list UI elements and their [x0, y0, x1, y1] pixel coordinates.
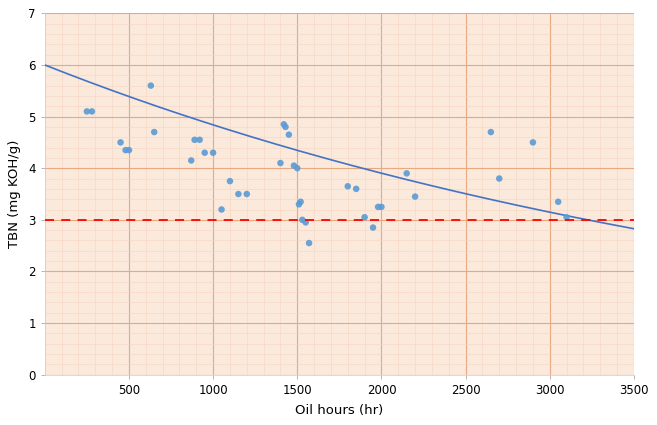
Point: [342, 183, 353, 190]
Point: [401, 170, 412, 177]
Point: [194, 136, 205, 143]
Point: [284, 131, 294, 138]
Point: [120, 147, 131, 153]
Point: [553, 198, 564, 205]
Point: [486, 129, 496, 136]
Point: [124, 147, 134, 153]
Point: [281, 124, 291, 130]
Point: [87, 108, 97, 115]
Point: [146, 82, 156, 89]
Point: [200, 149, 210, 156]
Point: [300, 219, 311, 226]
Point: [373, 204, 383, 210]
Point: [368, 224, 378, 231]
Point: [189, 136, 200, 143]
Point: [81, 108, 92, 115]
Point: [186, 157, 196, 164]
Point: [296, 198, 306, 205]
Point: [304, 240, 314, 246]
Point: [297, 216, 307, 223]
Point: [561, 214, 572, 221]
Point: [242, 191, 252, 198]
Point: [149, 129, 160, 136]
Point: [528, 139, 538, 146]
Point: [208, 149, 218, 156]
Point: [216, 206, 227, 213]
Point: [294, 201, 304, 208]
Y-axis label: TBN (mg KOH/g): TBN (mg KOH/g): [9, 140, 21, 248]
Point: [233, 191, 244, 198]
Point: [359, 214, 370, 221]
Point: [494, 175, 505, 182]
Point: [292, 165, 302, 172]
Point: [225, 178, 235, 184]
Point: [288, 162, 299, 169]
Point: [275, 160, 286, 167]
Point: [115, 139, 125, 146]
Point: [376, 204, 387, 210]
Point: [410, 193, 420, 200]
X-axis label: Oil hours (hr): Oil hours (hr): [295, 404, 384, 416]
Point: [279, 121, 289, 128]
Point: [351, 185, 361, 192]
